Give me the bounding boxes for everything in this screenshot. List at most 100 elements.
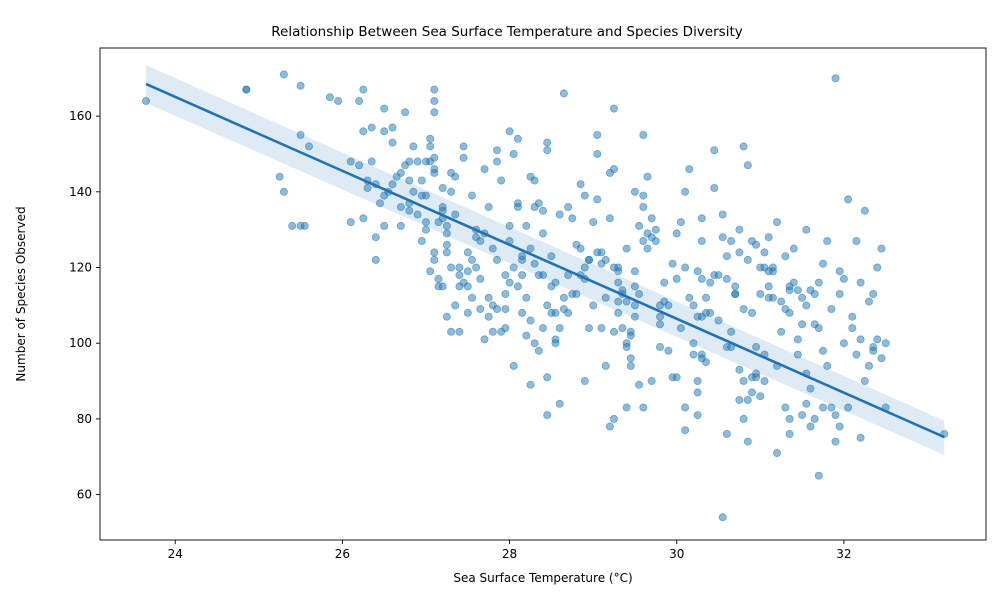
data-point bbox=[430, 165, 439, 174]
data-point bbox=[681, 426, 690, 435]
data-point bbox=[405, 206, 414, 215]
data-point bbox=[405, 176, 414, 185]
data-point bbox=[785, 308, 794, 317]
data-point bbox=[396, 202, 405, 211]
data-point bbox=[831, 74, 840, 83]
data-point bbox=[764, 233, 773, 242]
data-point bbox=[630, 301, 639, 310]
data-point bbox=[806, 422, 815, 431]
data-point bbox=[865, 297, 874, 306]
data-point bbox=[501, 324, 510, 333]
data-point bbox=[785, 414, 794, 423]
data-point bbox=[355, 97, 364, 106]
data-point bbox=[380, 221, 389, 230]
data-point bbox=[743, 255, 752, 264]
data-point bbox=[739, 376, 748, 385]
data-point bbox=[630, 312, 639, 321]
data-point bbox=[710, 271, 719, 280]
data-point bbox=[702, 293, 711, 302]
data-point bbox=[459, 278, 468, 287]
data-point bbox=[748, 388, 757, 397]
data-point bbox=[710, 183, 719, 192]
data-point bbox=[492, 146, 501, 155]
data-point bbox=[706, 278, 715, 287]
data-point bbox=[610, 263, 619, 272]
data-point bbox=[718, 210, 727, 219]
data-point bbox=[697, 312, 706, 321]
data-point bbox=[835, 422, 844, 431]
data-point bbox=[539, 271, 548, 280]
data-point bbox=[325, 93, 334, 102]
data-point bbox=[735, 248, 744, 257]
data-point bbox=[447, 263, 456, 272]
data-point bbox=[296, 130, 305, 139]
data-point bbox=[618, 324, 627, 333]
data-point bbox=[630, 267, 639, 276]
data-point bbox=[492, 305, 501, 314]
data-point bbox=[639, 236, 648, 245]
data-point bbox=[735, 395, 744, 404]
data-point bbox=[430, 97, 439, 106]
data-point bbox=[877, 354, 886, 363]
data-point bbox=[559, 89, 568, 98]
data-point bbox=[827, 403, 836, 412]
data-point bbox=[752, 373, 761, 382]
data-point bbox=[798, 320, 807, 329]
data-point bbox=[656, 301, 665, 310]
data-point bbox=[488, 327, 497, 336]
data-point bbox=[442, 240, 451, 249]
data-point bbox=[810, 320, 819, 329]
data-point bbox=[697, 350, 706, 359]
data-point bbox=[714, 316, 723, 325]
data-point bbox=[505, 127, 514, 136]
data-point bbox=[467, 191, 476, 200]
data-point bbox=[681, 403, 690, 412]
data-point bbox=[467, 293, 476, 302]
data-point bbox=[614, 278, 623, 287]
data-point bbox=[522, 293, 531, 302]
data-point bbox=[852, 350, 861, 359]
data-point bbox=[141, 97, 150, 106]
data-point bbox=[693, 411, 702, 420]
data-point bbox=[455, 327, 464, 336]
data-point bbox=[831, 411, 840, 420]
data-point bbox=[748, 308, 757, 317]
data-point bbox=[497, 176, 506, 185]
data-point bbox=[622, 297, 631, 306]
data-point bbox=[488, 244, 497, 253]
data-point bbox=[451, 210, 460, 219]
data-point bbox=[722, 274, 731, 283]
data-point bbox=[764, 282, 773, 291]
data-point bbox=[568, 289, 577, 298]
data-point bbox=[509, 361, 518, 370]
data-point bbox=[635, 380, 644, 389]
data-point bbox=[442, 248, 451, 257]
data-point bbox=[643, 172, 652, 181]
data-point bbox=[555, 210, 564, 219]
data-point bbox=[505, 221, 514, 230]
data-point bbox=[421, 225, 430, 234]
data-point bbox=[551, 339, 560, 348]
data-point bbox=[643, 244, 652, 253]
data-point bbox=[693, 376, 702, 385]
data-point bbox=[513, 199, 522, 208]
data-point bbox=[279, 70, 288, 79]
data-point bbox=[614, 297, 623, 306]
data-point bbox=[844, 403, 853, 412]
data-point bbox=[455, 271, 464, 280]
data-point bbox=[513, 134, 522, 143]
data-point bbox=[380, 127, 389, 136]
data-point bbox=[530, 339, 539, 348]
data-point bbox=[773, 448, 782, 457]
data-point bbox=[647, 214, 656, 223]
data-point bbox=[785, 282, 794, 291]
data-point bbox=[421, 191, 430, 200]
data-point bbox=[697, 236, 706, 245]
data-point bbox=[873, 335, 882, 344]
data-point bbox=[773, 218, 782, 227]
data-point bbox=[727, 236, 736, 245]
data-point bbox=[451, 172, 460, 181]
data-point bbox=[810, 414, 819, 423]
data-point bbox=[672, 229, 681, 238]
